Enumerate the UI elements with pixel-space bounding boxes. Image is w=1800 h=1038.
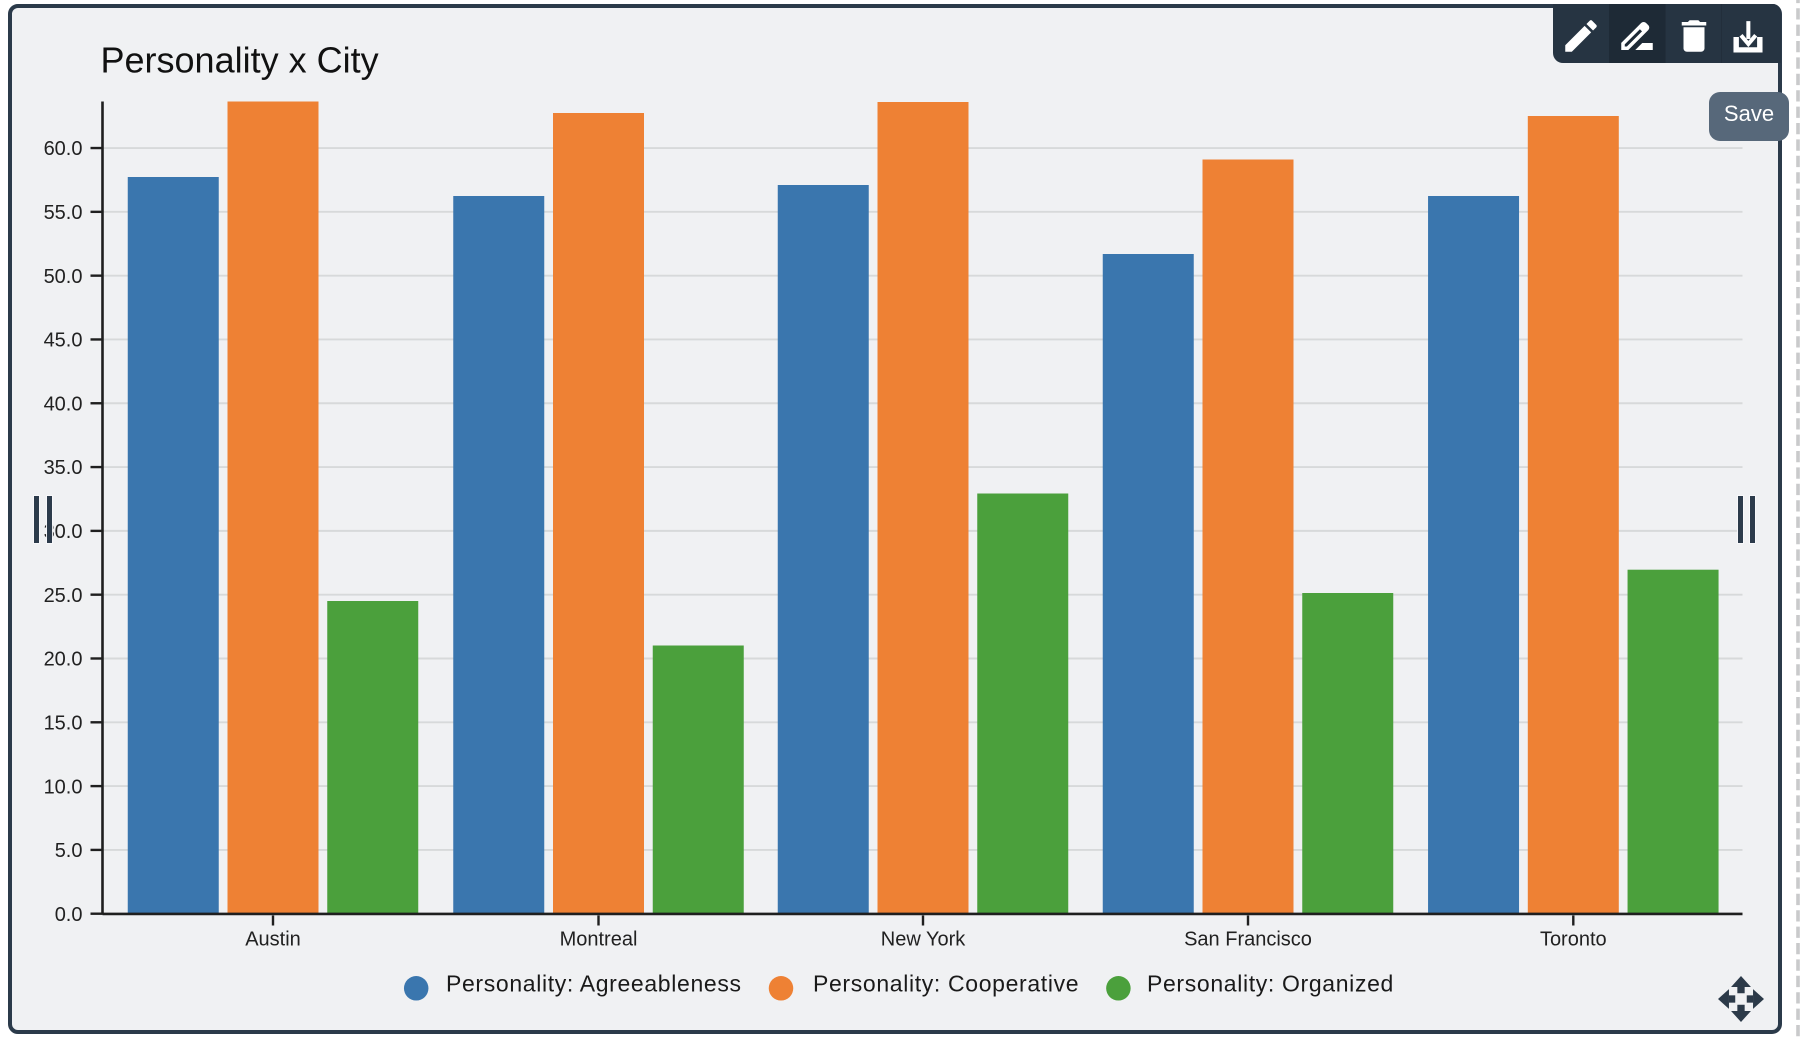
svg-text:60.0: 60.0 (44, 138, 83, 160)
svg-text:35.0: 35.0 (44, 457, 83, 479)
svg-text:10.0: 10.0 (44, 776, 83, 798)
svg-text:San Francisco: San Francisco (1184, 929, 1312, 951)
svg-text:0.0: 0.0 (55, 904, 83, 926)
svg-text:25.0: 25.0 (44, 585, 83, 607)
svg-text:40.0: 40.0 (44, 393, 83, 415)
svg-text:30.0: 30.0 (44, 521, 83, 543)
svg-text:50.0: 50.0 (44, 266, 83, 288)
svg-text:Personality: Cooperative: Personality: Cooperative (813, 971, 1079, 997)
svg-text:Personality x City: Personality x City (101, 40, 379, 81)
svg-text:20.0: 20.0 (44, 649, 83, 671)
svg-text:15.0: 15.0 (44, 713, 83, 735)
svg-text:45.0: 45.0 (44, 330, 83, 352)
svg-text:Austin: Austin (245, 929, 301, 951)
svg-text:Montreal: Montreal (560, 929, 638, 951)
svg-text:New York: New York (881, 929, 966, 951)
svg-text:Toronto: Toronto (1540, 929, 1607, 951)
svg-text:Personality: Organized: Personality: Organized (1147, 971, 1394, 997)
svg-text:5.0: 5.0 (55, 840, 83, 862)
svg-text:55.0: 55.0 (44, 202, 83, 224)
svg-text:Personality: Agreeableness: Personality: Agreeableness (446, 971, 742, 997)
